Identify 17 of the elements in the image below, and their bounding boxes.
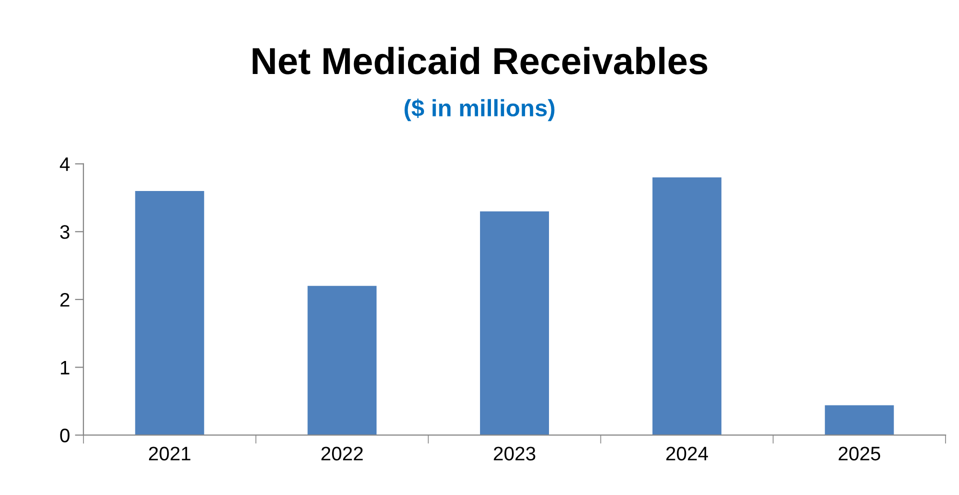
- bar: [308, 286, 377, 436]
- y-tick-label: 3: [60, 225, 70, 239]
- bar: [652, 177, 722, 436]
- y-tick-label: 4: [60, 158, 70, 171]
- chart-subtitle: ($ in millions): [404, 98, 554, 122]
- bar: [480, 211, 549, 436]
- bar: [135, 190, 204, 436]
- y-tick-label: 1: [60, 360, 70, 374]
- chart-title: Net Medicaid Receivables: [252, 46, 708, 74]
- y-tick-label: 2: [60, 292, 70, 307]
- x-tick-label: 2021: [149, 446, 190, 460]
- x-tick-label: 2024: [666, 446, 708, 460]
- x-tick-label: 2023: [494, 446, 536, 460]
- x-tick-label: 2022: [321, 446, 363, 460]
- bar: [824, 405, 894, 436]
- x-tick-label: 2025: [838, 446, 880, 460]
- y-tick-label: 0: [60, 428, 70, 442]
